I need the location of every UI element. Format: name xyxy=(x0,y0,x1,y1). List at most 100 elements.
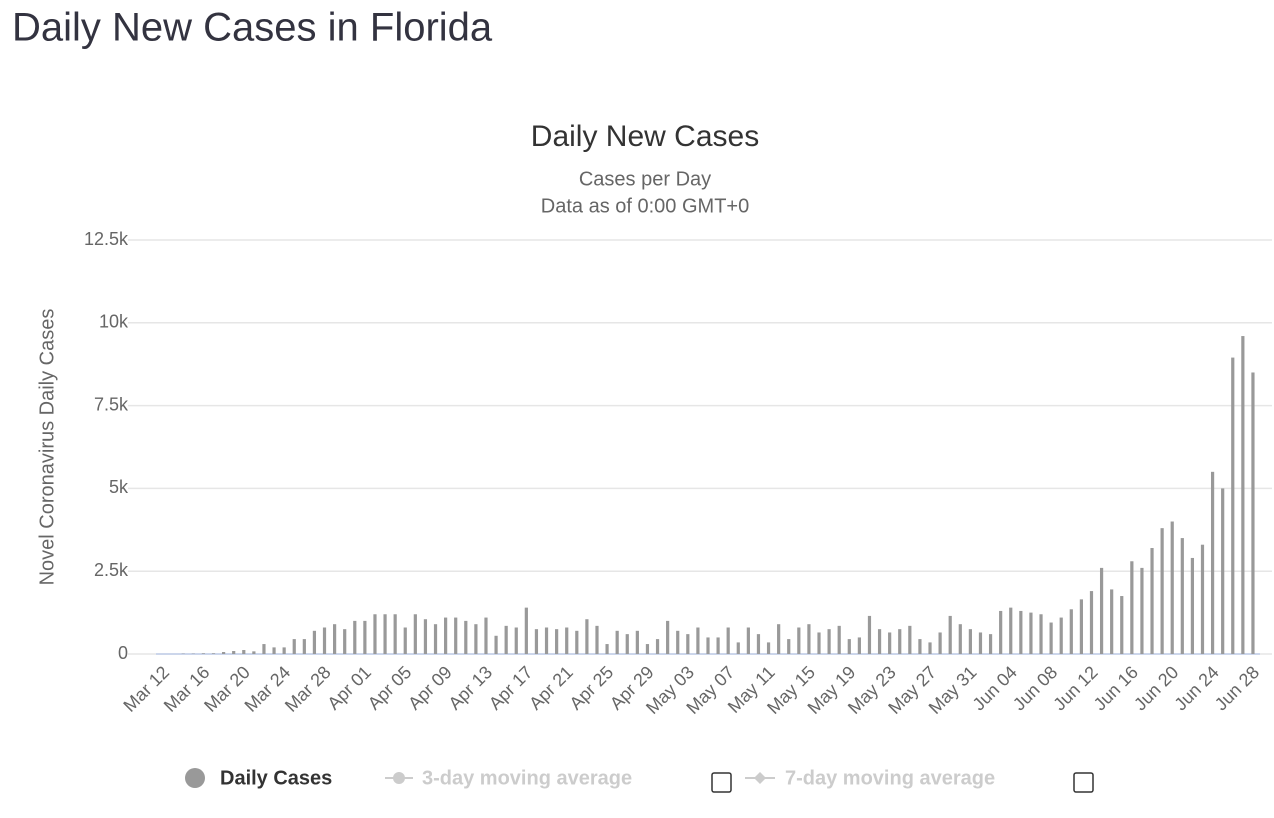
bar xyxy=(484,617,488,654)
bar xyxy=(958,624,962,654)
bar xyxy=(797,627,801,654)
x-tick-label: Apr 17 xyxy=(485,662,537,714)
bar xyxy=(736,642,740,654)
bar xyxy=(262,644,266,654)
bar xyxy=(857,637,861,654)
bar xyxy=(322,627,327,654)
bar xyxy=(1019,610,1023,654)
bar xyxy=(201,653,206,654)
checkbox[interactable] xyxy=(711,772,732,793)
bar xyxy=(837,625,841,654)
bar xyxy=(474,624,478,654)
y-tick-label: 12.5k xyxy=(84,229,129,249)
x-tick-label: Apr 09 xyxy=(404,662,456,714)
bar xyxy=(565,627,569,654)
bar xyxy=(1150,548,1154,654)
bar xyxy=(898,629,902,654)
legend-symbol xyxy=(393,772,405,784)
bar xyxy=(888,632,892,654)
bar xyxy=(827,629,831,654)
legend-item[interactable]: 7-day moving average xyxy=(785,767,995,789)
bar xyxy=(373,614,377,654)
checkbox[interactable] xyxy=(1073,772,1094,793)
bar xyxy=(1210,471,1215,654)
bar xyxy=(1110,589,1114,654)
bar xyxy=(1069,609,1073,654)
bar xyxy=(938,632,942,654)
bar xyxy=(666,620,670,654)
bar xyxy=(968,629,972,654)
bar xyxy=(232,651,236,654)
legend-symbol[interactable] xyxy=(185,768,205,788)
bar xyxy=(464,620,468,654)
bar xyxy=(433,624,438,654)
bar xyxy=(615,630,619,654)
bar xyxy=(1180,538,1184,654)
x-tick-label: Jun 04 xyxy=(969,662,1021,714)
bar xyxy=(1059,617,1063,654)
x-tick-label: Jun 08 xyxy=(1009,662,1061,714)
bar xyxy=(524,607,528,654)
bar xyxy=(625,634,629,654)
y-axis-label: Novel Coronavirus Daily Cases xyxy=(36,309,58,586)
x-tick-label: Mar 28 xyxy=(281,662,335,716)
bar xyxy=(333,624,337,654)
bar xyxy=(514,627,518,654)
bar xyxy=(302,639,306,654)
chart-subtitle: Data as of 0:00 GMT+0 xyxy=(541,195,749,217)
bar xyxy=(655,639,660,654)
bar xyxy=(413,614,417,654)
legend-item[interactable]: 3-day moving average xyxy=(422,767,632,789)
bar xyxy=(1231,357,1235,654)
x-tick-label: Apr 21 xyxy=(525,662,577,714)
bar xyxy=(544,627,549,654)
bar xyxy=(877,629,882,654)
bar xyxy=(817,632,821,654)
bar xyxy=(928,642,932,654)
bar xyxy=(252,651,256,654)
bar xyxy=(242,650,246,654)
x-tick-label: Jun 28 xyxy=(1211,662,1263,714)
bar xyxy=(847,639,851,654)
bar xyxy=(867,615,872,654)
bar xyxy=(363,620,367,654)
bar xyxy=(1200,544,1205,654)
bar xyxy=(282,647,286,654)
chart-title: Daily New Cases xyxy=(531,120,759,153)
x-tick-label: Jun 12 xyxy=(1049,662,1101,714)
bar xyxy=(766,642,771,654)
y-tick-label: 5k xyxy=(109,477,129,497)
bar xyxy=(383,614,387,654)
legend-symbol xyxy=(754,772,766,784)
x-tick-label: Apr 05 xyxy=(364,662,416,714)
bar xyxy=(918,639,922,654)
chart-subtitle: Cases per Day xyxy=(579,168,711,190)
bar xyxy=(645,644,650,654)
bar xyxy=(908,625,912,654)
bar xyxy=(494,635,498,654)
bar xyxy=(1170,521,1174,654)
bar xyxy=(595,625,599,654)
bar xyxy=(1241,336,1245,654)
bar xyxy=(988,634,993,654)
bar xyxy=(343,629,347,654)
bar xyxy=(353,620,357,654)
bar xyxy=(1140,567,1144,654)
x-tick-label: Apr 13 xyxy=(445,662,497,714)
bar xyxy=(504,625,508,654)
bar xyxy=(575,630,579,654)
bar xyxy=(292,639,296,654)
y-tick-label: 0 xyxy=(118,643,128,663)
bar xyxy=(746,627,750,654)
bar xyxy=(312,630,317,654)
bar xyxy=(555,629,559,654)
bar xyxy=(1049,622,1053,654)
bar xyxy=(1039,614,1043,654)
bar xyxy=(807,624,811,654)
bar xyxy=(999,610,1003,654)
bar xyxy=(978,632,983,654)
y-tick-label: 10k xyxy=(99,312,129,332)
x-tick-label: Apr 25 xyxy=(566,662,618,714)
legend-item[interactable]: Daily Cases xyxy=(220,767,332,789)
